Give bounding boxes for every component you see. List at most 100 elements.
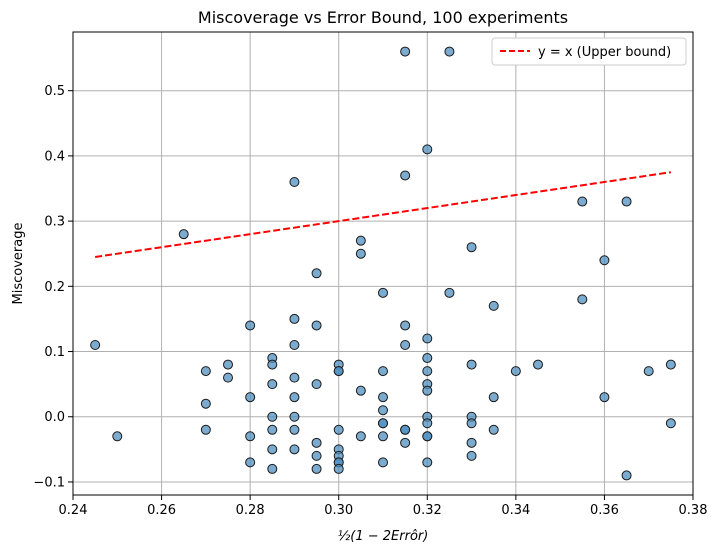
data-point bbox=[577, 196, 588, 207]
data-point bbox=[422, 431, 433, 442]
data-point bbox=[112, 431, 123, 442]
legend: y = x (Upper bound) bbox=[491, 37, 687, 66]
data-point bbox=[466, 242, 477, 253]
data-point bbox=[599, 255, 610, 266]
data-point bbox=[200, 366, 211, 377]
x-tick-label: 0.36 bbox=[590, 503, 619, 518]
x-tick-label: 0.32 bbox=[413, 503, 442, 518]
legend-box bbox=[491, 37, 687, 66]
data-point bbox=[245, 320, 256, 331]
data-point bbox=[510, 366, 521, 377]
x-tick-label: 0.24 bbox=[59, 503, 88, 518]
data-point bbox=[267, 444, 278, 455]
data-point bbox=[223, 372, 233, 383]
data-point bbox=[488, 392, 499, 403]
data-point bbox=[289, 313, 300, 324]
y-tick-label: 0.2 bbox=[44, 280, 65, 295]
data-point bbox=[378, 405, 388, 416]
y-tick-label: −0.1 bbox=[33, 475, 65, 490]
legend-label: y = x (Upper bound) bbox=[538, 45, 671, 60]
y-axis-label: Miscoverage bbox=[11, 223, 26, 305]
data-point bbox=[378, 366, 388, 377]
data-point bbox=[355, 385, 366, 396]
data-point bbox=[311, 463, 322, 474]
data-point bbox=[621, 470, 632, 481]
data-point bbox=[533, 359, 543, 370]
y-tick-label: 0.0 bbox=[44, 410, 65, 425]
data-point bbox=[422, 418, 433, 429]
data-point bbox=[466, 437, 477, 448]
data-point bbox=[378, 418, 388, 429]
x-tick-label: 0.30 bbox=[324, 503, 353, 518]
data-point bbox=[245, 392, 256, 403]
upper-bound-line bbox=[94, 171, 672, 258]
data-point bbox=[400, 46, 411, 57]
data-point bbox=[289, 444, 300, 455]
y-tick-label: 0.4 bbox=[44, 149, 65, 164]
data-point bbox=[378, 392, 388, 403]
data-point bbox=[333, 366, 344, 377]
data-point bbox=[200, 398, 211, 409]
data-point bbox=[422, 385, 433, 396]
y-tick-label: 0.1 bbox=[44, 345, 65, 360]
points-layer bbox=[90, 46, 676, 481]
data-point bbox=[466, 450, 477, 461]
data-point bbox=[378, 287, 388, 298]
x-axis: 0.24 0.26 0.28 0.30 0.32 0.34 0.36 0.38 bbox=[59, 495, 708, 518]
data-point bbox=[400, 437, 411, 448]
data-point bbox=[311, 379, 322, 390]
data-point bbox=[245, 457, 256, 468]
data-point bbox=[311, 437, 322, 448]
data-point bbox=[621, 196, 632, 207]
data-point bbox=[577, 294, 588, 305]
data-point bbox=[355, 248, 366, 259]
data-point bbox=[355, 431, 366, 442]
data-point bbox=[599, 392, 610, 403]
data-point bbox=[444, 46, 455, 57]
data-point bbox=[400, 170, 411, 181]
data-point bbox=[267, 411, 278, 422]
data-point bbox=[466, 418, 477, 429]
data-point bbox=[267, 463, 278, 474]
data-point bbox=[311, 320, 322, 331]
plot-frame bbox=[72, 31, 694, 496]
data-point bbox=[444, 287, 455, 298]
data-point bbox=[267, 379, 278, 390]
x-tick-label: 0.38 bbox=[679, 503, 708, 518]
data-point bbox=[378, 457, 388, 468]
data-point bbox=[665, 418, 676, 429]
x-tick-label: 0.34 bbox=[501, 503, 530, 518]
y-tick-label: 0.3 bbox=[44, 215, 65, 230]
chart-title: Miscoverage vs Error Bound, 100 experime… bbox=[198, 8, 568, 27]
data-point bbox=[333, 463, 344, 474]
data-point bbox=[422, 457, 433, 468]
data-point bbox=[488, 424, 499, 435]
data-point bbox=[643, 366, 654, 377]
data-point bbox=[422, 144, 433, 155]
data-point bbox=[289, 340, 300, 351]
upper-bound-line-layer bbox=[94, 171, 672, 258]
data-point bbox=[289, 392, 300, 403]
data-point bbox=[400, 340, 411, 351]
data-point bbox=[289, 372, 300, 383]
x-tick-label: 0.26 bbox=[147, 503, 176, 518]
data-point bbox=[245, 431, 256, 442]
data-point bbox=[289, 176, 300, 187]
data-point bbox=[311, 268, 322, 279]
data-point bbox=[200, 424, 211, 435]
data-point bbox=[178, 229, 189, 240]
data-point bbox=[488, 300, 499, 311]
data-point bbox=[378, 431, 388, 442]
data-point bbox=[289, 411, 300, 422]
data-point bbox=[223, 359, 233, 370]
data-point bbox=[289, 424, 300, 435]
data-point bbox=[267, 424, 278, 435]
data-point bbox=[400, 424, 411, 435]
data-point bbox=[90, 340, 101, 351]
data-point bbox=[665, 359, 676, 370]
data-point bbox=[400, 320, 411, 331]
x-tick-label: 0.28 bbox=[236, 503, 265, 518]
data-point bbox=[333, 424, 344, 435]
